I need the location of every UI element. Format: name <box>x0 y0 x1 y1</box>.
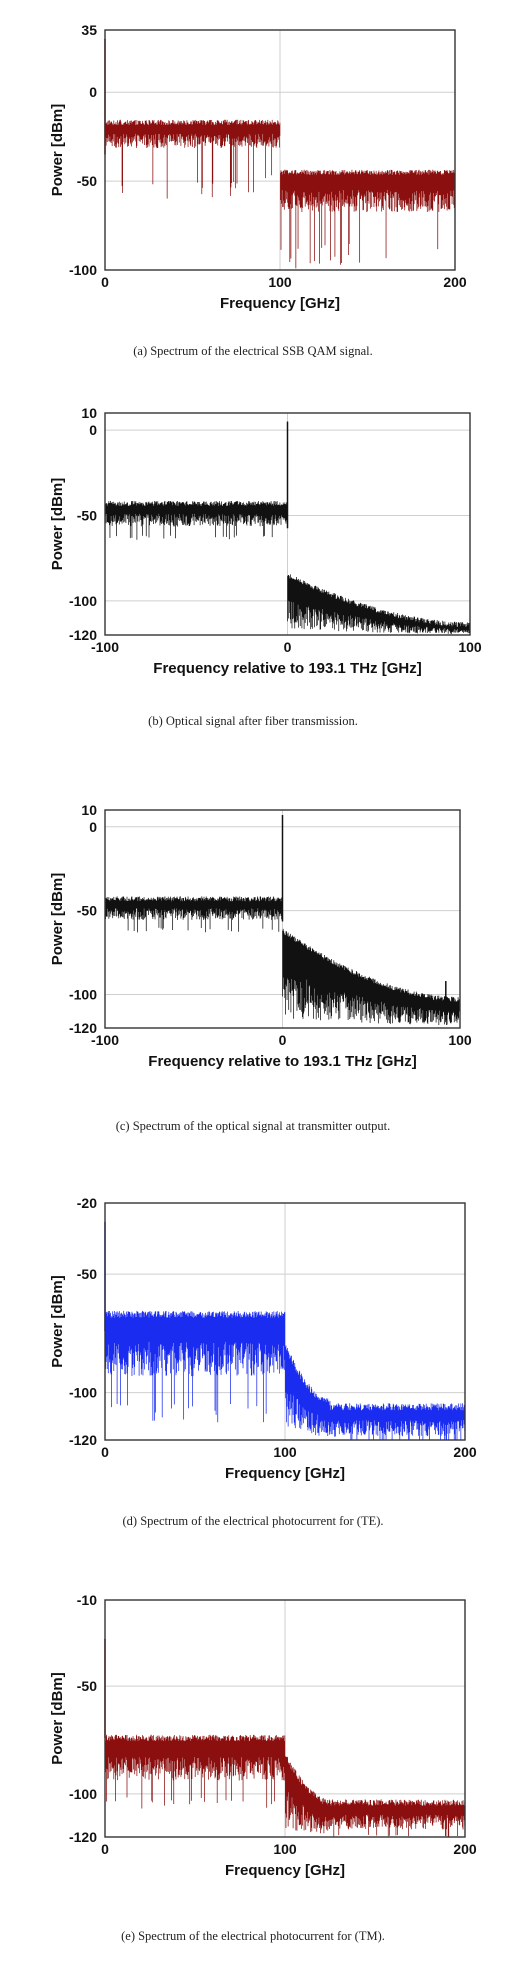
chart-a-plot-frame <box>104 29 456 271</box>
chart-c-xaxis-label: Frequency relative to 193.1 THz [GHz] <box>148 1053 416 1070</box>
chart-d-xtick-label-2: 200 <box>453 1444 477 1460</box>
chart-c-yaxis-label: Power [dBm] <box>49 873 66 966</box>
chart-d-ytick-label-2: -100 <box>69 1385 97 1401</box>
figure-panel-e: 0 100 200 -10 -50 -100 -120 Frequency [GHz] Powe… <box>0 1580 506 1975</box>
chart-d-caption: (d) Spectrum of the electrical photocurr… <box>123 1514 384 1528</box>
chart-b-ytick-label-2: -50 <box>77 507 97 523</box>
chart-b-ytick-label-1: 0 <box>89 422 97 438</box>
chart-c-ytick-label-4: -120 <box>69 1020 97 1036</box>
chart-b-yaxis-label: Power [dBm] <box>49 478 66 571</box>
chart-a-xtick-label-0: 0 <box>101 274 109 290</box>
chart-b-plot-frame <box>104 412 471 636</box>
chart-e-ytick-label-3: -120 <box>69 1829 97 1845</box>
chart-b-xaxis-label: Frequency relative to 193.1 THz [GHz] <box>153 660 421 677</box>
chart-d-ytick-label-3: -120 <box>69 1432 97 1448</box>
chart-b-xtick-label-2: 100 <box>458 639 482 655</box>
figure-panel-c: -100 0 100 10 0 -50 -100 -120 Frequency relative… <box>0 790 506 1185</box>
chart-a-svg: 0 100 200 35 0 -50 -100 Frequency [GHz] Power [d… <box>49 22 467 358</box>
chart-c-ytick-label-1: 0 <box>89 819 97 835</box>
chart-a-ytick-label-0: 35 <box>81 22 97 38</box>
chart-a-xaxis-label: Frequency [GHz] <box>220 295 340 312</box>
chart-e-ytick-label-0: -10 <box>77 1592 97 1608</box>
chart-d-xtick-label-1: 100 <box>273 1444 297 1460</box>
chart-e-xaxis-label: Frequency [GHz] <box>225 1862 345 1879</box>
chart-c-ytick-label-3: -100 <box>69 986 97 1002</box>
chart-d-svg: 0 100 200 -20 -50 -100 -120 Frequency [GHz] Powe… <box>49 1195 477 1528</box>
chart-c-caption: (c) Spectrum of the optical signal at tr… <box>116 1119 391 1133</box>
chart-b-ytick-label-4: -120 <box>69 627 97 643</box>
chart-d-yaxis-label: Power [dBm] <box>49 1275 66 1368</box>
chart-d-ytick-label-0: -20 <box>77 1195 97 1211</box>
chart-a-yaxis-label: Power [dBm] <box>49 104 66 197</box>
chart-a-ytick-label-2: -50 <box>77 173 97 189</box>
chart-c-ytick-label-2: -50 <box>77 903 97 919</box>
chart-d-xtick-label-0: 0 <box>101 1444 109 1460</box>
chart-d-plot-frame <box>104 1202 466 1441</box>
chart-e-xtick-label-1: 100 <box>273 1841 297 1857</box>
chart-e-plot-frame <box>104 1599 466 1838</box>
chart-b-caption: (b) Optical signal after fiber transmiss… <box>148 714 358 728</box>
chart-e-xtick-label-2: 200 <box>453 1841 477 1857</box>
figure-panel-b: -100 0 100 10 0 -50 -100 -120 Frequency relative… <box>0 395 506 790</box>
chart-c-xtick-label-0: -100 <box>91 1032 119 1048</box>
chart-d-xaxis-label: Frequency [GHz] <box>225 1465 345 1482</box>
chart-e-ytick-label-2: -100 <box>69 1786 97 1802</box>
chart-a-xtick-label-2: 200 <box>443 274 467 290</box>
chart-b-ytick-label-3: -100 <box>69 593 97 609</box>
chart-b-xtick-label-0: -100 <box>91 639 119 655</box>
chart-d-ytick-label-1: -50 <box>77 1266 97 1282</box>
chart-e-ytick-label-1: -50 <box>77 1678 97 1694</box>
chart-c-xtick-label-1: 0 <box>279 1032 287 1048</box>
chart-a-xtick-label-1: 100 <box>268 274 292 290</box>
chart-a-ytick-label-1: 0 <box>89 84 97 100</box>
chart-e-yaxis-label: Power [dBm] <box>49 1672 66 1765</box>
chart-e-svg: 0 100 200 -10 -50 -100 -120 Frequency [GHz] Powe… <box>49 1592 477 1943</box>
chart-c-plot-frame <box>104 809 461 1029</box>
chart-e-xtick-label-0: 0 <box>101 1841 109 1857</box>
figure-panel-d: 0 100 200 -20 -50 -100 -120 Frequency [GHz] Powe… <box>0 1185 506 1580</box>
chart-e-caption: (e) Spectrum of the electrical photocurr… <box>121 1929 385 1943</box>
chart-c-xtick-label-2: 100 <box>448 1032 472 1048</box>
chart-b-xtick-label-1: 0 <box>284 639 292 655</box>
chart-c-ytick-label-0: 10 <box>81 802 97 818</box>
figure-panel-a: 0 100 200 35 0 -50 -100 Frequency [GHz] Power [d… <box>0 0 506 395</box>
chart-a-caption: (a) Spectrum of the electrical SSB QAM s… <box>133 344 373 358</box>
chart-b-ytick-label-0: 10 <box>81 405 97 421</box>
chart-a-ytick-label-3: -100 <box>69 262 97 278</box>
